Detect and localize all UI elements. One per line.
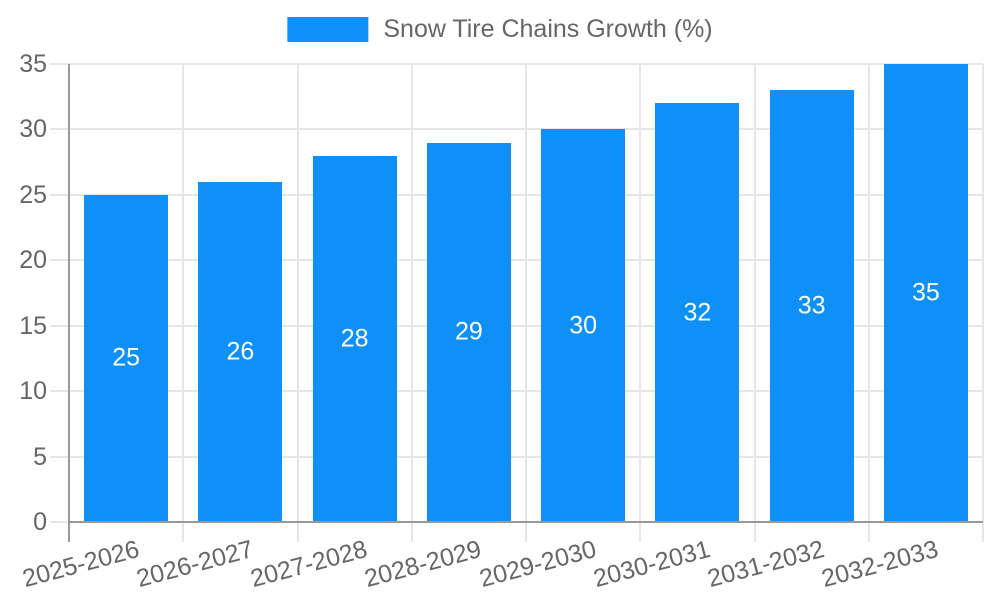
gridline-horizontal [50,63,983,65]
x-tick-label: 2032-2033 [818,535,942,594]
gridline-vertical [982,64,984,542]
gridline-horizontal [50,259,983,262]
bar[interactable] [655,103,740,522]
bar-value-label: 35 [911,278,940,307]
bar[interactable] [426,142,511,522]
gridline-horizontal [50,455,983,458]
x-tick-label: 2026-2027 [133,535,257,594]
y-tick-label: 15 [19,311,47,340]
gridline-vertical [867,64,870,542]
gridline-vertical [639,64,642,542]
y-axis-line [68,64,70,542]
gridline-horizontal [50,324,983,327]
gridline-horizontal [50,390,983,393]
bar[interactable] [883,64,968,522]
bar[interactable] [769,90,854,522]
y-tick-label: 5 [33,442,47,471]
bar-value-label: 32 [683,298,712,327]
gridline-horizontal [50,193,983,196]
y-tick-label: 10 [19,377,47,406]
x-tick-label: 2029-2030 [476,535,599,594]
bar-value-label: 28 [340,324,369,353]
x-tick-label: 2031-2032 [704,535,828,594]
bar-value-label: 25 [112,343,141,372]
gridline-vertical [525,64,527,542]
bar[interactable] [541,129,626,522]
gridline-vertical [410,64,413,542]
bar[interactable] [312,155,397,522]
x-axis-line [68,521,983,523]
legend-label: Snow Tire Chains Growth (%) [383,15,713,43]
bar-value-label: 30 [569,311,598,340]
gridline-vertical [296,64,299,542]
bar[interactable] [198,181,283,522]
bar-value-label: 29 [454,317,483,346]
x-tick-label: 2025-2026 [19,535,142,594]
legend[interactable]: Snow Tire Chains Growth (%) [287,15,713,43]
x-tick-label: 2030-2031 [590,535,714,594]
legend-swatch[interactable] [287,17,369,42]
bar[interactable] [84,194,169,522]
bar-value-label: 26 [226,337,255,366]
y-tick-label: 25 [19,180,47,209]
y-tick-label: 20 [19,246,47,275]
y-tick-label: 35 [19,50,47,78]
gridline-vertical [753,64,756,542]
gridline-vertical [182,64,185,542]
gridline-horizontal [50,128,983,131]
y-tick-label: 30 [19,115,47,144]
bar-value-label: 33 [797,291,826,320]
x-tick-label: 2027-2028 [247,535,371,594]
y-tick-label: 0 [33,508,47,536]
x-tick-label: 2028-2029 [361,535,485,594]
